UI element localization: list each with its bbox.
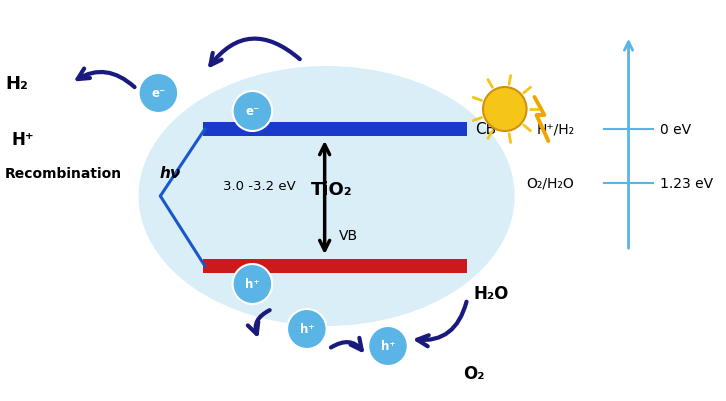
Ellipse shape	[139, 67, 515, 326]
Text: h⁺: h⁺	[300, 323, 314, 336]
Text: H₂O: H₂O	[473, 284, 508, 302]
Text: H⁺/H₂: H⁺/H₂	[537, 123, 574, 137]
Circle shape	[368, 326, 408, 366]
Text: O₂: O₂	[463, 364, 485, 382]
Bar	[203, 259, 468, 273]
Text: VB: VB	[338, 229, 358, 243]
Text: 3.0 -3.2 eV: 3.0 -3.2 eV	[223, 180, 295, 192]
Text: TiO₂: TiO₂	[311, 181, 352, 199]
Text: H⁺: H⁺	[12, 131, 35, 149]
Circle shape	[483, 88, 526, 132]
Text: 0 eV: 0 eV	[660, 123, 691, 137]
Text: 1.23 eV: 1.23 eV	[660, 176, 714, 190]
Text: e⁻: e⁻	[151, 87, 166, 100]
Text: O₂/H₂O: O₂/H₂O	[526, 176, 574, 190]
Circle shape	[232, 264, 272, 304]
Circle shape	[139, 74, 178, 114]
Circle shape	[287, 309, 327, 349]
Text: CB: CB	[475, 122, 497, 137]
Text: h⁺: h⁺	[245, 278, 260, 291]
Text: e⁻: e⁻	[245, 105, 259, 118]
Bar	[203, 123, 468, 137]
Text: hν: hν	[160, 166, 181, 181]
Text: Recombination: Recombination	[5, 166, 122, 180]
Circle shape	[232, 92, 272, 132]
Text: h⁺: h⁺	[380, 340, 395, 352]
Text: H₂: H₂	[5, 75, 28, 93]
